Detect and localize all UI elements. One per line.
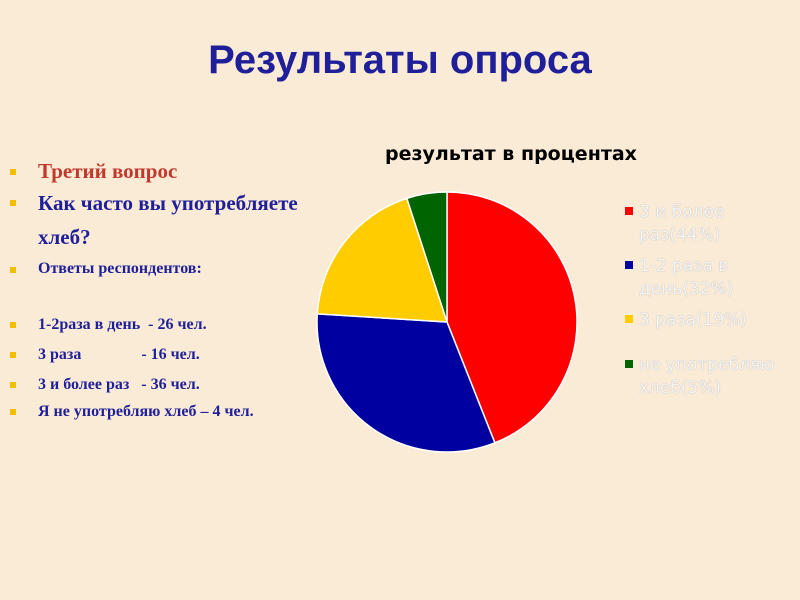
legend-swatch — [625, 315, 633, 323]
legend-swatch — [625, 261, 633, 269]
question-text: Как часто вы употребляете хлеб? — [38, 191, 298, 249]
legend-label: 3 и более раз(44%) — [639, 202, 725, 245]
legend-label: 3 раза(19%) — [639, 310, 747, 330]
question-text-bullet: Как часто вы употребляете хлеб? — [10, 186, 310, 254]
legend-label: 1-2 раза в день(32%) — [639, 256, 734, 299]
answer-bullet: Я не употребляю хлеб – 4 чел. — [10, 400, 310, 424]
question-bullet-list: Третий вопрос Как часто вы употребляете … — [10, 156, 310, 424]
bullet-square-icon — [10, 169, 16, 175]
answer-text: 3 раза - 16 чел. — [38, 346, 200, 363]
pie-slice-2 — [316, 197, 449, 323]
answers-heading: Ответы респондентов: — [38, 260, 202, 277]
chart-title: результат в процентах — [385, 143, 637, 165]
bullet-square-icon — [10, 200, 16, 206]
legend-item: 3 и более раз(44%) — [625, 201, 795, 247]
answer-text: Я не употребляю хлеб – 4 чел. — [38, 403, 254, 420]
answer-bullet: 3 и более раз - 36 чел. — [10, 370, 310, 400]
slide-title: Результаты опроса — [208, 38, 592, 82]
answer-bullet: 1-2раза в день - 26 чел. — [10, 310, 310, 340]
answers-heading-bullet: Ответы респондентов: — [10, 258, 310, 280]
pie-chart-plot — [316, 191, 578, 453]
answer-bullet: 3 раза - 16 чел. — [10, 340, 310, 370]
pie-slice-1 — [316, 313, 496, 453]
pie-chart: результат в процентах 3 и более раз(44%)… — [300, 135, 800, 475]
legend-item: 1-2 раза в день(32%) — [625, 255, 795, 301]
answer-text: 3 и более раз - 36 чел. — [38, 376, 200, 393]
question-number-bullet: Третий вопрос — [10, 156, 310, 186]
pie-slice-3 — [405, 191, 448, 323]
bullet-square-icon — [10, 352, 16, 358]
legend-item: 3 раза(19%) — [625, 309, 795, 332]
legend-item: не употребляю хлеб(5%) — [625, 354, 795, 400]
legend-swatch — [625, 360, 633, 368]
legend-swatch — [625, 207, 633, 215]
pie-slice-0 — [446, 191, 578, 444]
question-number-text: Третий вопрос — [38, 159, 178, 183]
answer-text: 1-2раза в день - 26 чел. — [38, 316, 207, 333]
bullet-square-icon — [10, 382, 16, 388]
bullet-square-icon — [10, 267, 16, 273]
legend-label: не употребляю хлеб(5%) — [639, 355, 775, 398]
bullet-square-icon — [10, 409, 16, 415]
bullet-square-icon — [10, 322, 16, 328]
chart-legend: 3 и более раз(44%) 1-2 раза в день(32%) 3 … — [625, 201, 795, 408]
